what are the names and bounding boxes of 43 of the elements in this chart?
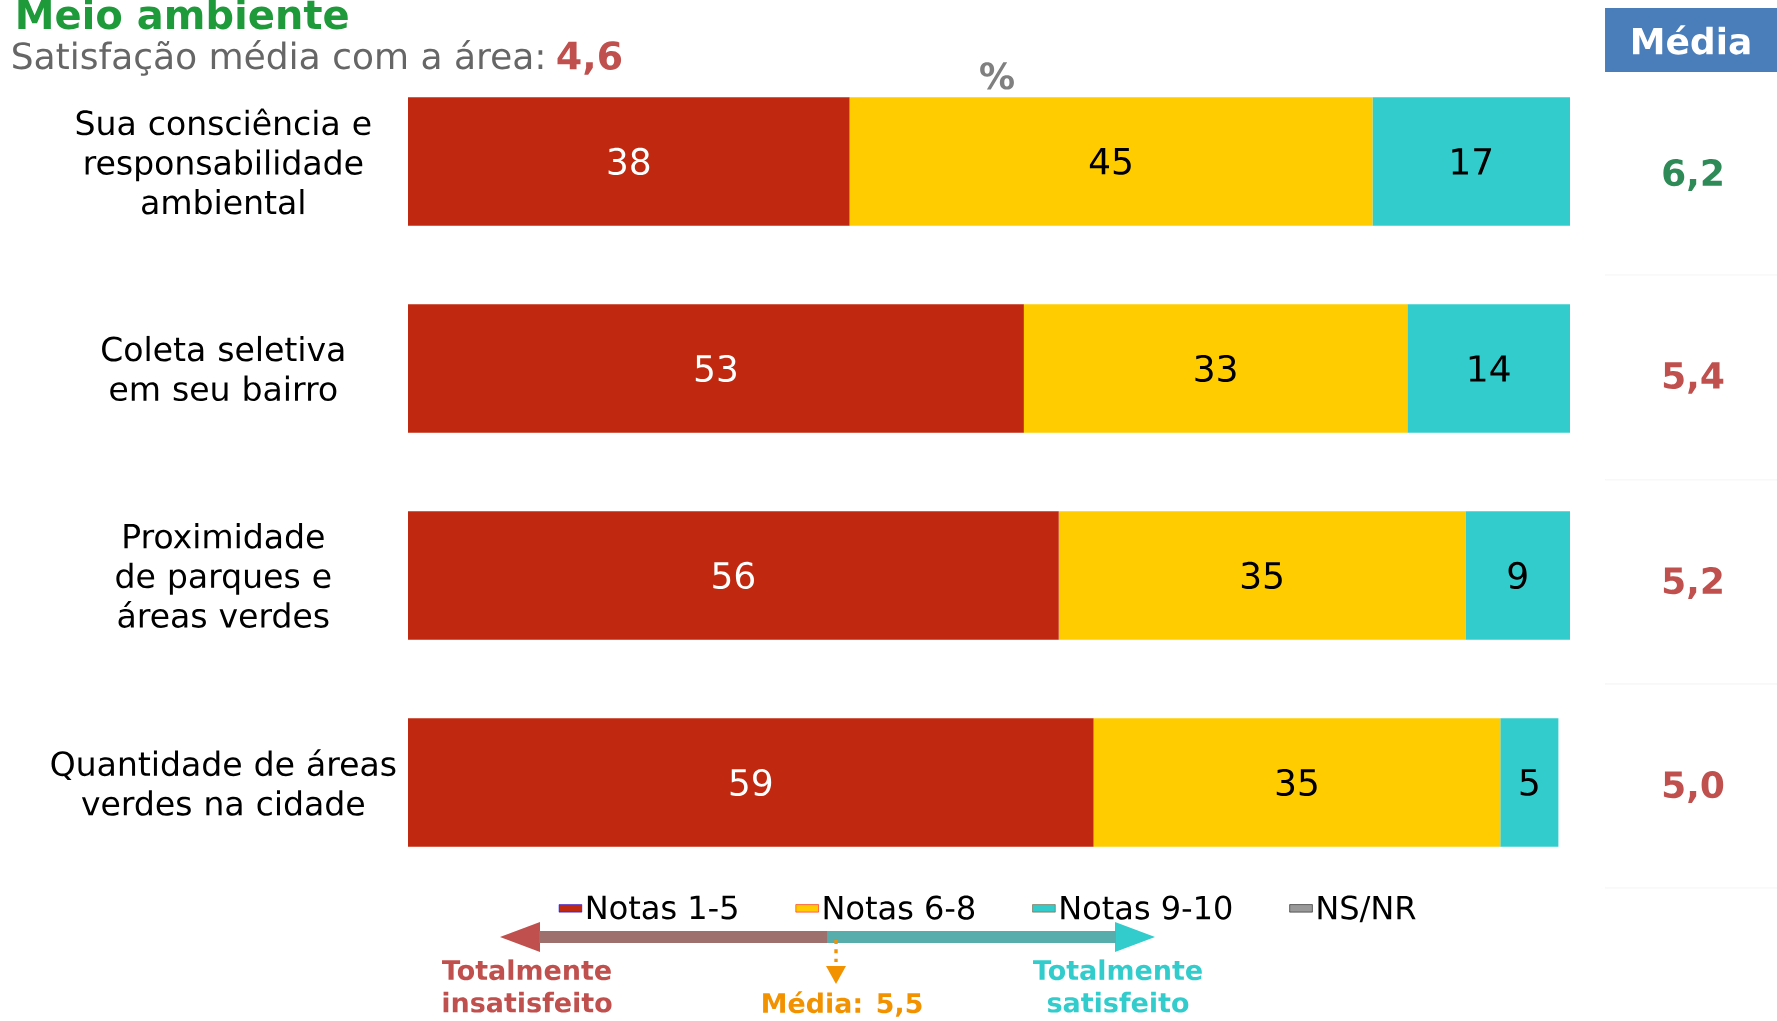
data-label: 56 xyxy=(713,561,754,590)
text: Média: 5,5 xyxy=(763,991,922,1017)
text: Totalmente satisfeito xyxy=(1033,959,1202,1013)
text: Totalmente insatisfeito xyxy=(442,959,612,1013)
data-label: 53 xyxy=(695,354,736,383)
text: 5,4 xyxy=(1663,362,1724,394)
bar xyxy=(1023,304,1408,433)
data-label: 17 xyxy=(1452,148,1492,175)
text: 5,0 xyxy=(1663,771,1724,803)
bar xyxy=(1407,304,1571,433)
legend-label: Notas 9-10 xyxy=(1061,895,1232,920)
y-tick-label: Quantidade de áreas verdes na cidade xyxy=(51,749,396,816)
bar xyxy=(849,97,1373,226)
y-tick-label: Coleta seletiva em seu bairro xyxy=(102,335,344,402)
annotation: 4,6 xyxy=(557,41,622,75)
legend-label: Notas 6-8 xyxy=(824,895,975,920)
bar xyxy=(408,304,1024,433)
bar xyxy=(1058,511,1466,640)
bar xyxy=(1372,97,1571,226)
data-label: 14 xyxy=(1469,355,1510,382)
text: 5,2 xyxy=(1663,567,1722,599)
annotation: % xyxy=(980,62,1014,90)
data-label: 35 xyxy=(1276,768,1317,797)
data-label: 35 xyxy=(1241,561,1282,590)
y-tick-label: Sua consciência e responsabilidade ambiental xyxy=(76,108,371,215)
bar xyxy=(1500,718,1559,847)
text: Média xyxy=(1633,25,1750,55)
bar xyxy=(408,97,850,226)
legend-label: Notas 1-5 xyxy=(587,895,737,920)
data-label: 45 xyxy=(1089,148,1131,175)
bar xyxy=(1465,511,1571,640)
data-label: 59 xyxy=(730,768,772,797)
legend-label: NS/NR xyxy=(1318,895,1416,923)
data-label: 9 xyxy=(1508,561,1527,590)
data-label: 33 xyxy=(1195,354,1236,383)
data-label: 38 xyxy=(608,147,650,176)
chart-subtitle: Satisfação média com a área: xyxy=(13,40,543,76)
bar xyxy=(408,718,1094,847)
bar xyxy=(1093,718,1501,847)
data-label: 5 xyxy=(1520,769,1538,796)
y-tick-label: Proximidade de parques e áreas verdes xyxy=(116,523,331,628)
text: 6,2 xyxy=(1663,159,1722,191)
bar xyxy=(408,511,1059,640)
